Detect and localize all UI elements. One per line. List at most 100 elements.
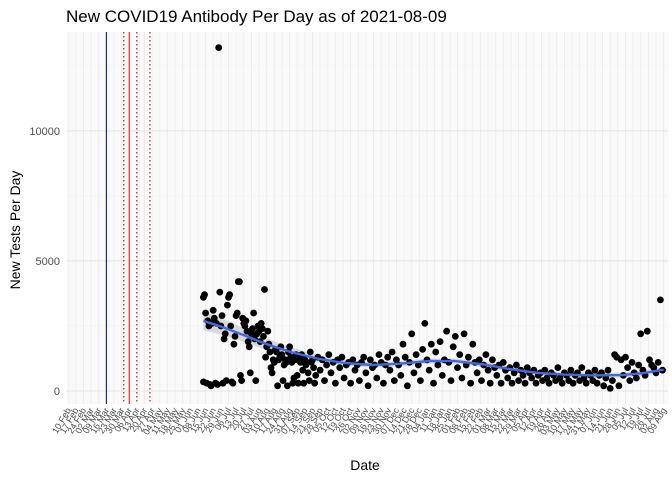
data-point xyxy=(327,369,335,377)
data-point xyxy=(244,338,252,345)
data-point xyxy=(473,369,481,377)
data-point xyxy=(412,351,420,358)
data-point xyxy=(279,377,287,384)
data-point xyxy=(233,309,241,317)
data-point xyxy=(241,322,249,330)
data-point xyxy=(222,377,230,384)
y-axis: 0 5000 10000 xyxy=(29,126,60,398)
data-point xyxy=(375,351,383,358)
data-point xyxy=(260,333,267,340)
y-tick-label: 0 xyxy=(54,386,60,398)
data-point xyxy=(261,286,268,293)
data-point xyxy=(202,309,210,317)
data-point xyxy=(214,381,222,388)
data-point xyxy=(258,325,266,332)
grid xyxy=(66,32,669,404)
data-point xyxy=(467,379,474,387)
data-point xyxy=(215,44,223,51)
data-point xyxy=(311,379,319,387)
data-point xyxy=(515,377,522,384)
data-point xyxy=(373,374,381,382)
data-point xyxy=(201,291,208,299)
data-point xyxy=(306,348,314,356)
data-point xyxy=(226,291,234,299)
data-point xyxy=(221,330,229,338)
data-point xyxy=(633,374,640,382)
data-point xyxy=(216,288,224,296)
data-point xyxy=(465,353,472,361)
data-point xyxy=(360,353,368,361)
data-point xyxy=(284,382,291,390)
data-point xyxy=(628,359,636,366)
data-point xyxy=(332,379,339,387)
data-point xyxy=(242,317,250,325)
data-point xyxy=(408,330,416,338)
data-point xyxy=(484,366,492,374)
data-point xyxy=(521,379,529,387)
data-point xyxy=(237,372,244,379)
data-point xyxy=(460,330,468,338)
data-point xyxy=(436,338,444,345)
data-point xyxy=(419,346,426,353)
data-point xyxy=(591,366,599,374)
data-point xyxy=(543,374,551,382)
data-point xyxy=(609,377,616,384)
data-point xyxy=(384,353,392,361)
data-point xyxy=(209,306,217,314)
data-point xyxy=(245,343,253,351)
y-axis-title: New Tests Per Day xyxy=(7,171,23,290)
data-point xyxy=(510,369,518,377)
data-point xyxy=(266,348,274,356)
data-point xyxy=(447,377,455,384)
data-point xyxy=(356,377,363,384)
data-point xyxy=(230,340,238,348)
data-point xyxy=(336,364,344,371)
data-point xyxy=(486,379,494,387)
data-point xyxy=(626,377,634,384)
data-point xyxy=(323,361,330,369)
data-point xyxy=(248,330,255,338)
data-point xyxy=(443,327,450,335)
confidence-band xyxy=(203,311,664,378)
data-point xyxy=(249,325,256,332)
data-point xyxy=(554,364,562,371)
data-point xyxy=(541,366,549,374)
data-point xyxy=(593,379,601,387)
smooth-curve xyxy=(203,319,664,377)
data-point xyxy=(545,379,553,387)
data-point xyxy=(312,372,320,379)
data-point xyxy=(456,351,464,358)
data-point xyxy=(267,364,275,371)
data-point xyxy=(282,359,290,366)
data-point xyxy=(250,309,257,317)
data-point xyxy=(410,369,418,377)
data-point xyxy=(493,372,501,379)
data-point xyxy=(600,382,608,390)
data-point xyxy=(425,366,433,374)
data-point xyxy=(252,377,260,384)
data-point xyxy=(432,348,440,356)
data-point xyxy=(262,353,269,361)
smooth-band xyxy=(203,311,664,378)
data-point xyxy=(351,366,359,374)
data-point xyxy=(417,377,424,384)
data-point xyxy=(499,359,507,366)
data-point xyxy=(386,366,394,374)
data-point xyxy=(523,364,531,371)
data-point xyxy=(393,356,400,364)
data-point xyxy=(347,379,354,387)
data-point xyxy=(567,366,575,374)
data-point xyxy=(238,377,246,384)
data-point xyxy=(451,333,459,340)
data-point xyxy=(325,351,333,358)
data-point xyxy=(582,379,590,387)
data-point xyxy=(504,374,512,382)
data-point xyxy=(310,364,317,371)
data-point xyxy=(654,359,662,366)
data-point xyxy=(637,330,645,338)
y-tick-label: 10000 xyxy=(29,126,60,138)
data-point xyxy=(606,385,614,392)
data-point xyxy=(497,379,505,387)
data-point xyxy=(397,372,405,379)
data-point xyxy=(294,379,302,387)
